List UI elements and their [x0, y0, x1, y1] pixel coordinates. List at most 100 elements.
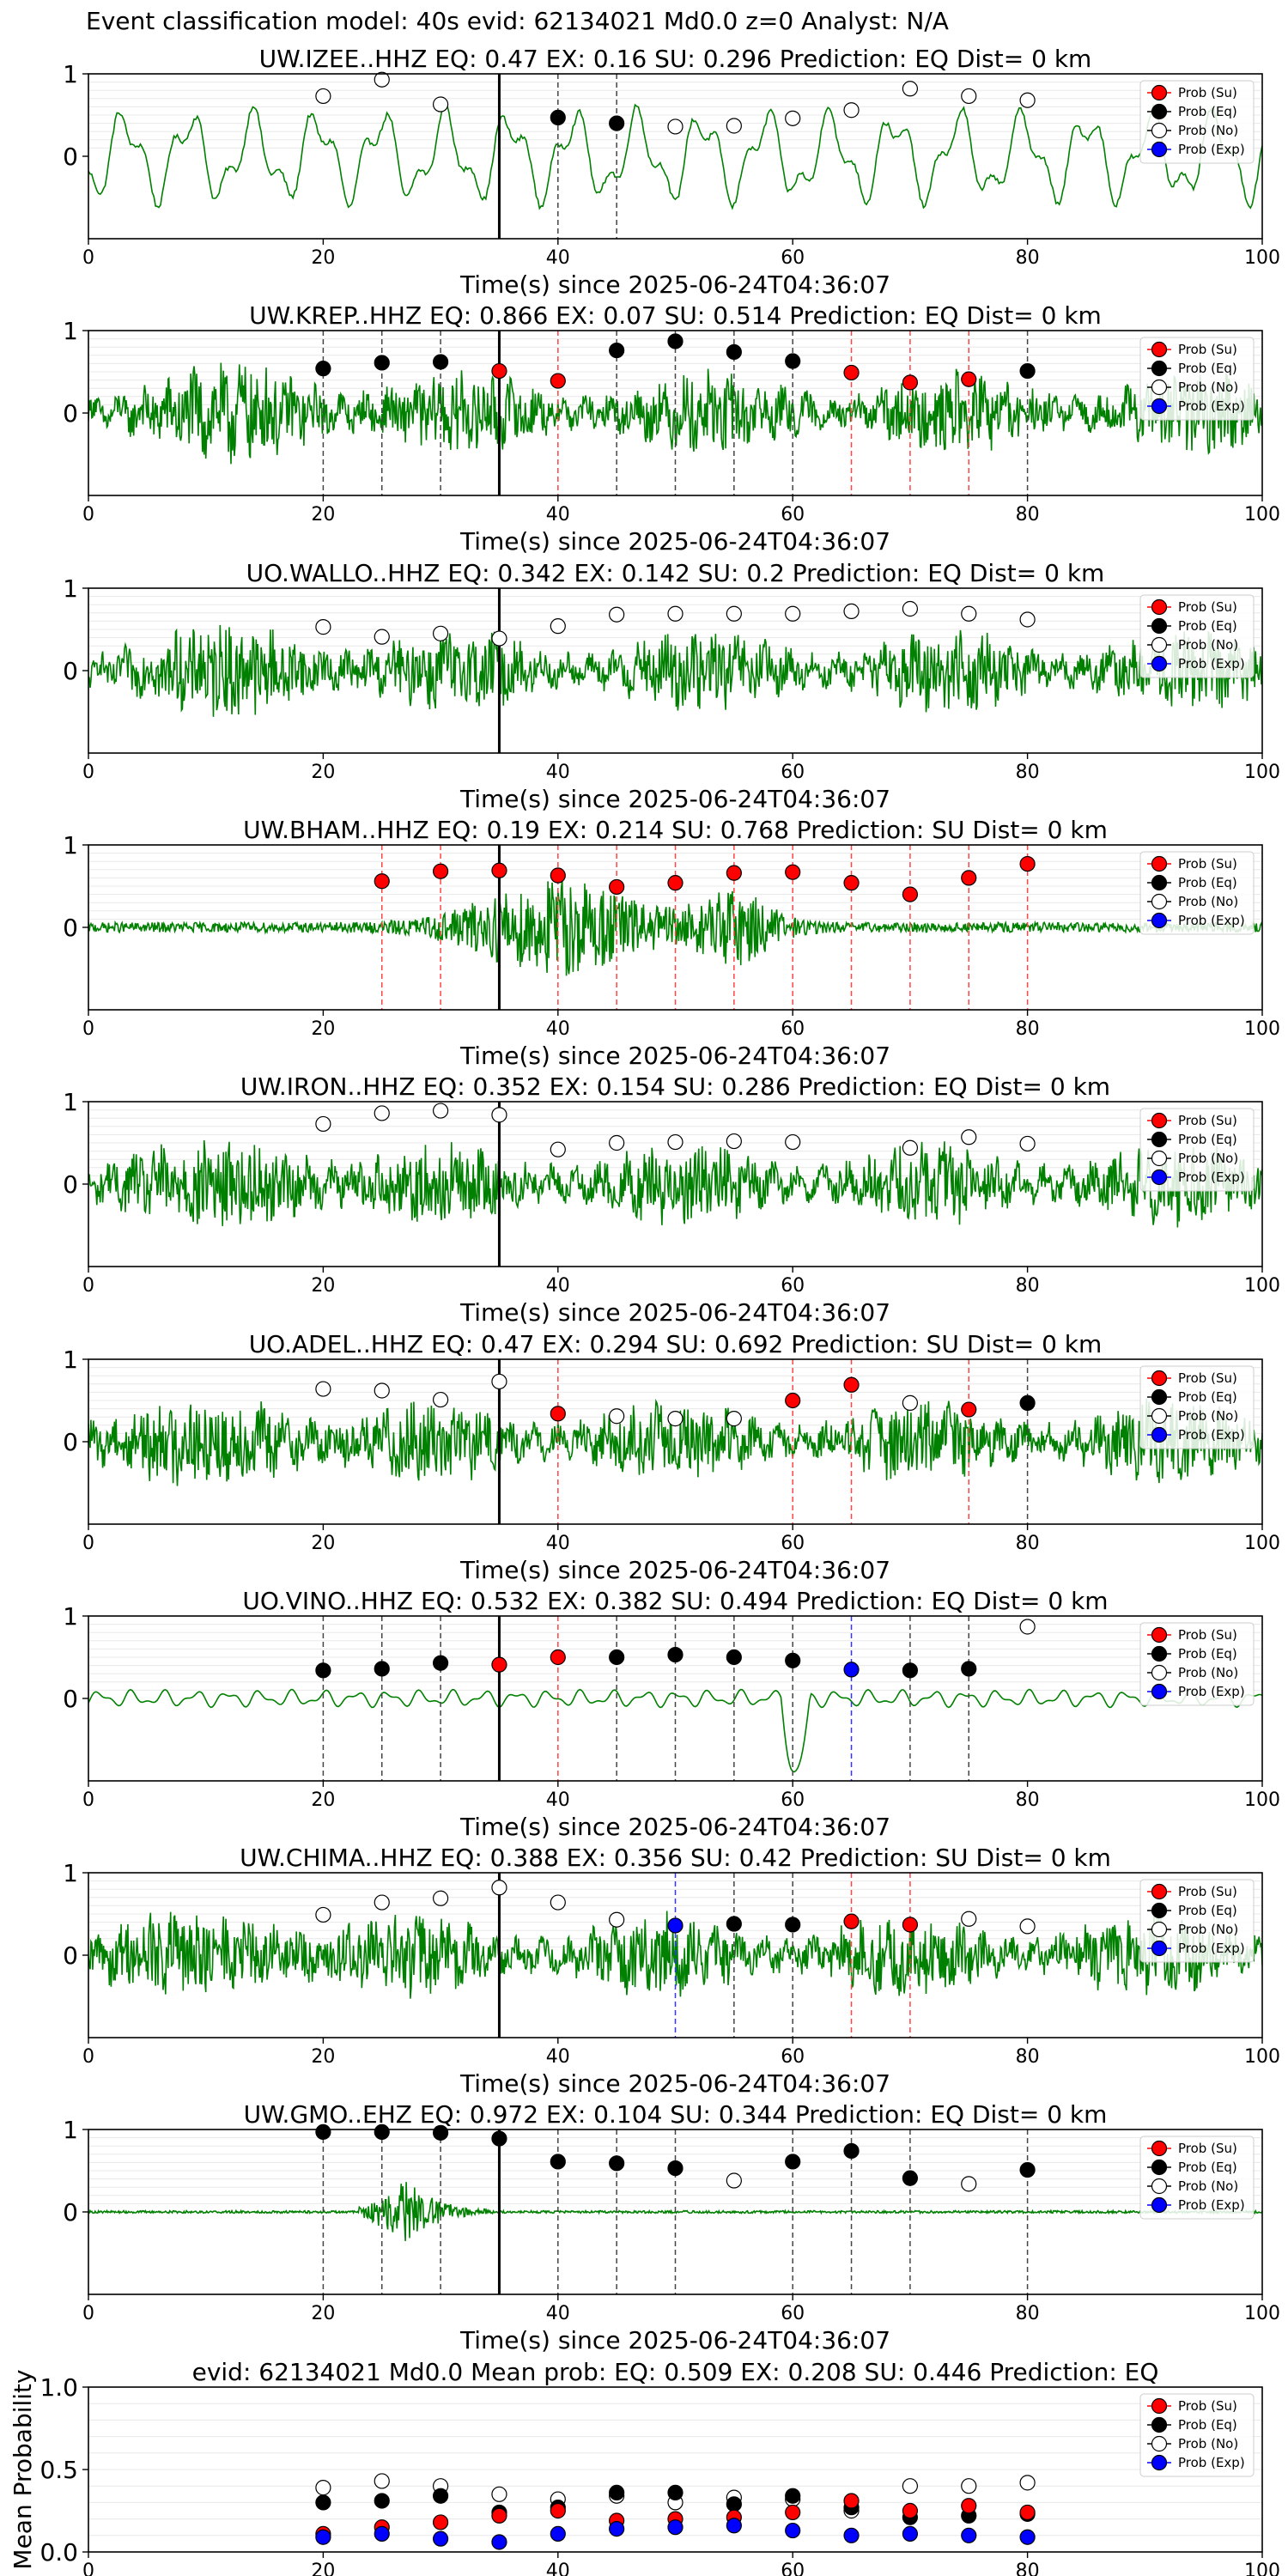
x-axis-label: Time(s) since 2025-06-24T04:36:07	[459, 1556, 890, 1584]
legend-marker-eq	[1151, 103, 1168, 120]
y-tick-label: 0	[63, 657, 78, 685]
prob-marker-no	[432, 96, 449, 112]
x-tick-label: 20	[311, 2303, 335, 2324]
x-axis-label: Time(s) since 2025-06-24T04:36:07	[459, 1298, 890, 1327]
x-tick-label: 100	[1244, 1275, 1280, 1297]
legend-label-su: Prob (Su)	[1178, 1884, 1237, 1899]
prob-marker-no	[843, 102, 860, 118]
mean-marker-no	[961, 2478, 977, 2494]
x-tick-label: 20	[311, 1533, 335, 1554]
x-tick-label: 100	[1244, 762, 1280, 783]
panel-uo-vino-hhz: UO.VINO..HHZ EQ: 0.532 EX: 0.382 SU: 0.4…	[63, 1587, 1280, 1841]
prob-marker-eq	[491, 2130, 507, 2147]
mean-marker-eq	[785, 2488, 801, 2504]
legend-marker-no	[1151, 379, 1168, 396]
x-tick-label: 80	[1016, 2561, 1040, 2576]
legend-box	[1139, 2136, 1255, 2220]
legend-label-su: Prob (Su)	[1178, 1627, 1237, 1643]
mean-marker-exp	[491, 2534, 507, 2550]
y-tick-label: 1	[63, 1602, 78, 1631]
mean-marker-exp	[667, 2519, 683, 2536]
prob-marker-no	[315, 1381, 331, 1397]
x-tick-label: 80	[1016, 247, 1040, 269]
x-tick-label: 40	[546, 762, 570, 783]
prob-marker-eq	[785, 1917, 801, 1933]
prob-marker-no	[726, 605, 742, 622]
legend-label-exp: Prob (Exp)	[1178, 656, 1245, 671]
legend: Prob (Su) Prob (Eq) Prob (No) Prob (Exp)	[1139, 1622, 1255, 1706]
legend-marker-no	[1151, 893, 1168, 910]
prob-marker-no	[961, 1129, 977, 1145]
legend-box	[1139, 594, 1255, 678]
x-tick-label: 80	[1016, 1018, 1040, 1040]
prob-marker-no	[374, 1894, 390, 1911]
prob-marker-eq	[1019, 1394, 1036, 1411]
legend-marker-su	[1151, 2397, 1168, 2415]
prob-marker-su	[843, 875, 860, 891]
panel-uw-chima-hhz: UW.CHIMA..HHZ EQ: 0.388 EX: 0.356 SU: 0.…	[63, 1844, 1280, 2098]
mean-marker-exp	[843, 2527, 860, 2543]
x-tick-label: 80	[1016, 2303, 1040, 2324]
x-tick-label: 20	[311, 2046, 335, 2068]
legend-marker-su	[1151, 1112, 1168, 1129]
prob-marker-eq	[785, 2154, 801, 2170]
legend: Prob (Su) Prob (Eq) Prob (No) Prob (Exp)	[1139, 2136, 1255, 2220]
prob-marker-no	[843, 603, 860, 619]
mean-marker-su	[961, 2498, 977, 2514]
prob-marker-su	[432, 863, 449, 879]
legend-label-no: Prob (No)	[1178, 2178, 1238, 2194]
x-axis-label: Time(s) since 2025-06-24T04:36:07	[459, 527, 890, 556]
x-tick-label: 40	[546, 2561, 570, 2576]
legend: Prob (Su) Prob (Eq) Prob (No) Prob (Exp)	[1139, 80, 1255, 164]
x-tick-label: 0	[82, 1533, 94, 1554]
x-tick-label: 20	[311, 504, 335, 526]
y-tick-label: 0	[63, 143, 78, 171]
y-tick-label: 1	[63, 1346, 78, 1374]
x-tick-label: 80	[1016, 504, 1040, 526]
legend-label-no: Prob (No)	[1178, 123, 1238, 138]
mean-marker-eq	[315, 2494, 331, 2511]
panel-uw-iron-hhz: UW.IRON..HHZ EQ: 0.352 EX: 0.154 SU: 0.2…	[63, 1072, 1280, 1327]
x-tick-label: 40	[546, 504, 570, 526]
prob-marker-eq	[609, 2155, 625, 2172]
legend-marker-no	[1151, 1921, 1168, 1938]
prob-marker-su	[491, 862, 507, 878]
prob-marker-su	[1019, 855, 1036, 872]
y-tick-label: 0	[63, 914, 78, 942]
legend-marker-exp	[1151, 1683, 1168, 1700]
prob-marker-no	[961, 1911, 977, 1927]
legend-box	[1139, 1879, 1255, 1963]
prob-marker-no	[550, 1141, 566, 1157]
legend-label-exp: Prob (Exp)	[1178, 1427, 1245, 1443]
prob-marker-no	[609, 606, 625, 623]
x-tick-label: 100	[1244, 2303, 1280, 2324]
x-axis-label: Time(s) since 2025-06-24T04:36:07	[459, 270, 890, 299]
legend-label-no: Prob (No)	[1178, 1151, 1238, 1166]
prob-marker-su	[550, 1649, 566, 1666]
prob-marker-no	[1019, 92, 1036, 108]
legend-label-exp: Prob (Exp)	[1178, 2455, 1245, 2470]
panel-title: UO.WALLO..HHZ EQ: 0.342 EX: 0.142 SU: 0.…	[246, 559, 1105, 587]
prob-marker-no	[726, 118, 742, 134]
legend-label-no: Prob (No)	[1178, 1665, 1238, 1680]
prob-marker-su	[902, 1917, 919, 1933]
x-axis-label: Time(s) since 2025-06-24T04:36:07	[459, 785, 890, 813]
panel-title: evid: 62134021 Md0.0 Mean prob: EQ: 0.50…	[192, 2358, 1159, 2386]
waveform-trace	[88, 103, 1262, 210]
panel-title: UO.VINO..HHZ EQ: 0.532 EX: 0.382 SU: 0.4…	[242, 1587, 1108, 1615]
prob-marker-no	[315, 1115, 331, 1133]
x-tick-label: 20	[311, 1275, 335, 1297]
x-tick-label: 60	[781, 2561, 805, 2576]
legend-marker-su	[1151, 341, 1168, 358]
legend-marker-su	[1151, 1883, 1168, 1900]
x-tick-label: 100	[1244, 2561, 1280, 2576]
prob-marker-eq	[726, 1916, 742, 1932]
x-tick-label: 20	[311, 762, 335, 783]
legend-box	[1139, 80, 1255, 164]
legend-marker-su	[1151, 2140, 1168, 2157]
panel-title: UW.IRON..HHZ EQ: 0.352 EX: 0.154 SU: 0.2…	[240, 1072, 1110, 1101]
prob-marker-eq	[432, 1655, 449, 1671]
prob-marker-no	[550, 1894, 566, 1911]
legend-marker-no	[1151, 2435, 1168, 2452]
prob-marker-no	[667, 1411, 683, 1427]
